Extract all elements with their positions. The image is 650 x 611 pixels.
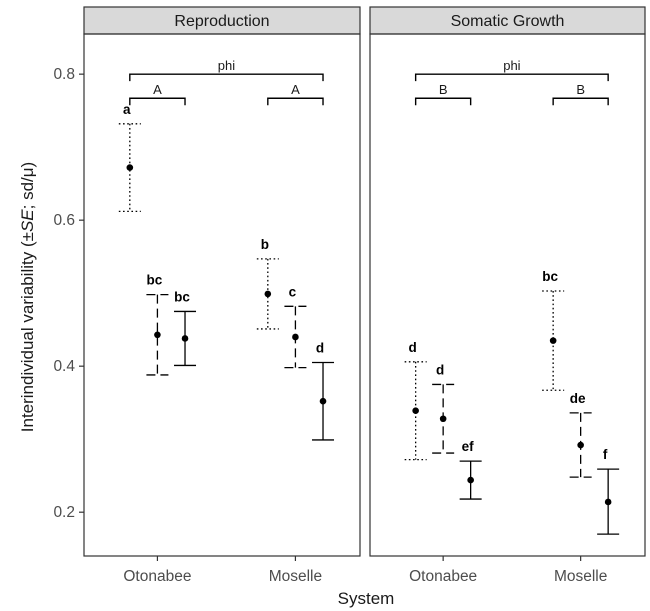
error-bar: bc <box>542 269 565 391</box>
group-moselle: bc de f <box>542 269 620 535</box>
bracket-label: phi <box>218 58 235 73</box>
significance-bracket: phi <box>129 58 324 82</box>
y-tick-label: 0.2 <box>53 504 75 521</box>
data-point <box>549 337 557 344</box>
y-axis: 0.2 0.4 0.6 0.8 <box>53 66 84 521</box>
bracket-line <box>414 73 609 82</box>
significance-bracket: A <box>267 82 324 106</box>
significance-letter: bc <box>542 269 558 284</box>
panel-border <box>83 33 361 557</box>
panel-border <box>369 33 646 557</box>
y-tick-label: 0.6 <box>53 212 75 229</box>
y-tick-label: 0.4 <box>53 358 75 375</box>
error-bar: d <box>432 362 455 454</box>
bracket-label: A <box>153 82 162 97</box>
significance-letter: a <box>123 102 131 117</box>
data-point <box>577 441 584 449</box>
significance-letter: ef <box>462 439 475 454</box>
bracket-label: A <box>291 82 300 97</box>
group-moselle: b c d <box>256 237 335 441</box>
x-axis-label: System <box>338 589 395 608</box>
error-bar: ef <box>459 439 482 500</box>
bracket-line <box>129 73 324 82</box>
significance-letter: bc <box>174 289 190 304</box>
y-tick-label: 0.8 <box>53 66 75 83</box>
significance-letter: d <box>436 362 444 377</box>
data-point <box>439 415 447 423</box>
error-bar: f <box>597 447 620 535</box>
panel-title: Somatic Growth <box>451 13 565 30</box>
data-point <box>264 290 272 298</box>
significance-letter: f <box>603 447 608 462</box>
error-bar: d <box>312 341 335 441</box>
bracket-line <box>414 97 472 106</box>
significance-letter: de <box>570 391 586 406</box>
significance-letter: bc <box>147 273 163 288</box>
bracket-line <box>267 97 324 106</box>
error-bar: d <box>404 340 427 461</box>
data-point <box>467 476 474 484</box>
y-axis-label-italic: SE <box>18 209 37 232</box>
data-point <box>181 335 189 342</box>
y-axis-label-prefix: Interindividual variability (± <box>18 232 37 432</box>
significance-bracket: A <box>129 82 186 106</box>
significance-bracket: B <box>414 82 472 106</box>
data-point <box>292 333 299 341</box>
significance-bracket: B <box>552 82 609 106</box>
error-bar: a <box>118 102 141 213</box>
y-axis-label: Interindividual variability (±SE; sd/μ) <box>18 162 37 432</box>
error-bar: de <box>569 391 592 478</box>
panel-title: Reproduction <box>174 13 269 30</box>
bracket-label: B <box>439 82 448 97</box>
y-axis-label-suffix: ; sd/μ) <box>18 162 37 210</box>
panel-strip <box>83 6 361 35</box>
panel-strip <box>369 6 646 35</box>
group-otonabee: d d ef <box>404 340 482 500</box>
data-point <box>154 331 161 339</box>
x-tick-label: Otonabee <box>409 568 477 585</box>
bracket-line <box>552 97 609 106</box>
error-bar: b <box>256 237 279 330</box>
significance-letter: c <box>289 284 297 299</box>
error-bar: bc <box>146 273 169 376</box>
data-point <box>126 164 134 171</box>
bracket-line <box>129 97 186 106</box>
data-point <box>604 498 612 506</box>
significance-bracket: phi <box>414 58 609 82</box>
bracket-label: B <box>576 82 585 97</box>
error-bar: c <box>284 284 307 369</box>
x-tick-label: Otonabee <box>123 568 191 585</box>
significance-letter: d <box>409 340 417 355</box>
x-tick-label: Moselle <box>269 568 322 585</box>
error-bar: bc <box>174 289 197 367</box>
data-point <box>319 397 327 405</box>
data-point <box>412 407 419 415</box>
significance-letter: d <box>316 341 324 356</box>
significance-letter: b <box>261 237 269 252</box>
x-tick-label: Moselle <box>554 568 607 585</box>
bracket-label: phi <box>503 58 520 73</box>
x-axis: Otonabee Moselle Otonabee Moselle <box>123 556 607 585</box>
